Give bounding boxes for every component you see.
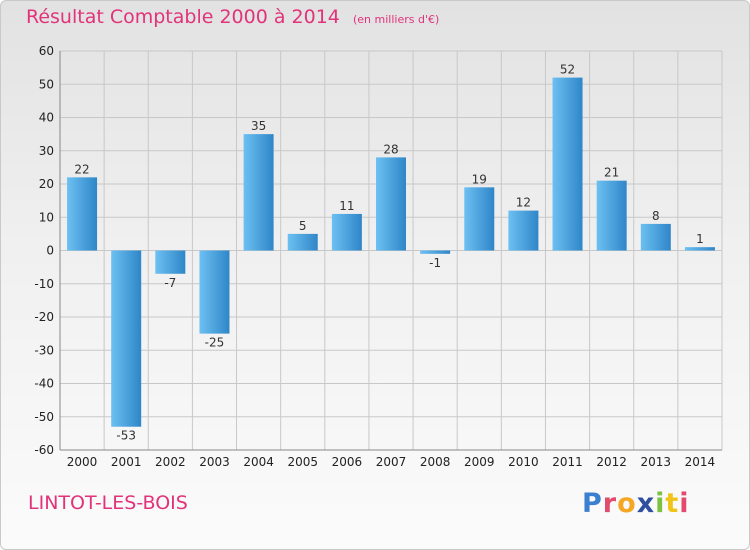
bar — [420, 250, 451, 254]
data-label: 8 — [652, 209, 660, 223]
bar — [331, 213, 362, 251]
bar — [508, 210, 539, 251]
x-tick-label: 2000 — [67, 455, 98, 469]
chart-title: Résultat Comptable 2000 à 2014 — [26, 6, 340, 28]
logo-letter: i — [655, 488, 666, 519]
y-tick-label: 50 — [39, 77, 54, 91]
y-tick-label: -10 — [34, 277, 54, 291]
x-tick-label: 2006 — [332, 455, 363, 469]
x-tick-label: 2007 — [376, 455, 407, 469]
data-label: -7 — [164, 276, 176, 290]
data-label: 21 — [604, 166, 619, 180]
data-label: -1 — [429, 256, 441, 270]
data-label: 22 — [74, 162, 89, 176]
x-tick-label: 2011 — [552, 455, 583, 469]
x-tick-label: 2009 — [464, 455, 495, 469]
x-tick-label: 2010 — [508, 455, 539, 469]
x-tick-label: 2008 — [420, 455, 451, 469]
x-tick-label: 2003 — [199, 455, 230, 469]
y-tick-label: 60 — [39, 44, 54, 58]
logo-letter: t — [665, 488, 680, 519]
y-tick-label: -60 — [34, 443, 54, 457]
proxiti-logo: Proxiti — [582, 488, 690, 519]
y-tick-label: 30 — [39, 144, 54, 158]
y-tick-label: -50 — [34, 410, 54, 424]
x-tick-label: 2002 — [155, 455, 186, 469]
bar — [596, 180, 627, 251]
axes: -60 -50 -40 -30 -20 -10 0 10 20 30 40 50 60 — [34, 44, 722, 457]
data-label: 5 — [299, 219, 307, 233]
y-tick-label: 20 — [39, 177, 54, 191]
x-tick-label: 2013 — [641, 455, 672, 469]
data-label: -25 — [205, 336, 225, 350]
x-tick-label: 2005 — [287, 455, 318, 469]
y-tick-label: 0 — [46, 244, 54, 258]
x-tick-label: 2004 — [243, 455, 274, 469]
logo-letter: P — [582, 488, 603, 519]
data-label: -53 — [116, 429, 136, 443]
bar — [243, 134, 274, 251]
bar — [640, 223, 671, 251]
logo-letter: i — [679, 488, 690, 519]
bar — [684, 247, 715, 251]
bars — [67, 77, 715, 427]
chart-subtitle: (en milliers d'€) — [352, 13, 440, 26]
labels: 2000 22 2001 -53 2002 -7 2003 -25 2004 35 2005 5 200… — [67, 63, 715, 469]
y-tick-label: 10 — [39, 210, 54, 224]
bar — [376, 157, 406, 251]
y-tick-label: -40 — [34, 377, 54, 391]
chart-title-block: Résultat Comptable 2000 à 2014 (en milli… — [26, 6, 439, 28]
data-label: 28 — [383, 142, 398, 156]
data-label: 52 — [560, 63, 575, 77]
data-label: 1 — [696, 232, 704, 246]
data-label: 35 — [251, 119, 266, 133]
x-tick-label: 2001 — [111, 455, 142, 469]
logo-letter: x — [636, 488, 656, 519]
logo-letter: o — [617, 488, 637, 519]
data-label: 19 — [472, 172, 487, 186]
x-tick-label: 2012 — [596, 455, 627, 469]
y-tick-label: -20 — [34, 310, 54, 324]
logo-letter: r — [602, 488, 618, 519]
bar — [111, 250, 142, 427]
data-label: 12 — [516, 196, 531, 210]
bar — [67, 177, 98, 251]
data-label: 11 — [339, 199, 354, 213]
bar — [155, 250, 186, 274]
commune-name: LINTOT-LES-BOIS — [28, 492, 188, 514]
bar — [199, 250, 230, 334]
bar — [464, 187, 495, 251]
y-tick-label: -30 — [34, 343, 54, 357]
x-tick-label: 2014 — [685, 455, 716, 469]
bar — [552, 77, 583, 251]
bar — [287, 233, 318, 251]
y-tick-label: 40 — [39, 111, 54, 125]
